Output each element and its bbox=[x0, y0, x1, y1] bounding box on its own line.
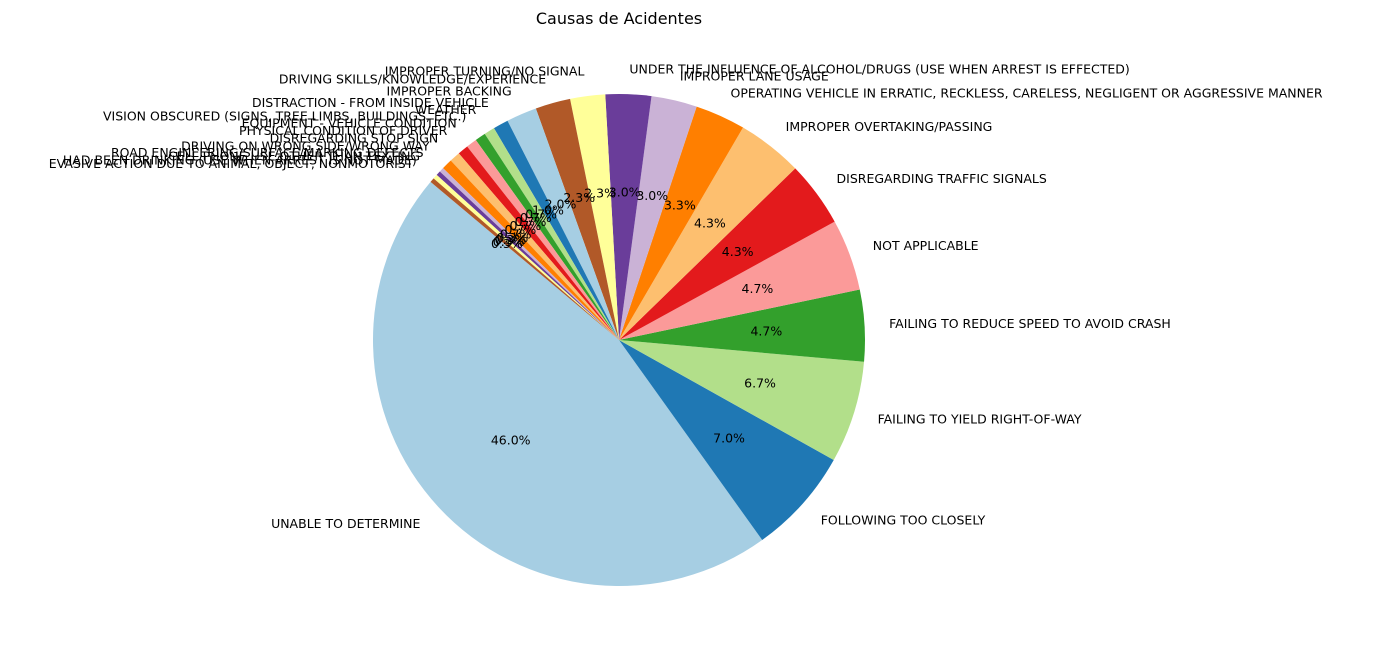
pie-slice bbox=[507, 108, 619, 340]
slice-percent-label: 0.3% bbox=[491, 236, 523, 251]
pie-slice bbox=[619, 340, 834, 541]
slice-label: NOT APPLICABLE bbox=[873, 238, 979, 253]
pie-slice bbox=[439, 168, 619, 340]
slice-label: FAILING TO REDUCE SPEED TO AVOID CRASH bbox=[889, 316, 1171, 331]
slice-percent-label: 0.7% bbox=[520, 210, 552, 225]
slice-percent-label: 0.3% bbox=[493, 234, 525, 249]
slice-percent-label: 3.3% bbox=[664, 198, 696, 213]
slice-percent-label: 1.0% bbox=[532, 203, 564, 218]
slice-label: HAD BEEN DRINKING (USE WHEN ARREST IS NO… bbox=[63, 152, 417, 167]
pie-slice bbox=[484, 128, 619, 340]
slice-percent-label: 0.7% bbox=[515, 214, 547, 229]
slice-label: DISREGARDING TRAFFIC SIGNALS bbox=[837, 171, 1047, 186]
slice-label: UNABLE TO DETERMINE bbox=[271, 516, 420, 531]
pie-slice bbox=[619, 289, 865, 362]
pie-slice bbox=[619, 96, 697, 340]
slice-percent-label: 0.7% bbox=[500, 227, 532, 242]
slice-percent-label: 2.3% bbox=[584, 186, 616, 201]
slice-percent-label: 46.0% bbox=[491, 432, 531, 447]
slice-label: EVASIVE ACTION DUE TO ANIMAL, OBJECT, NO… bbox=[49, 156, 414, 171]
slice-label: PHYSICAL CONDITION OF DRIVER bbox=[239, 123, 448, 138]
slice-percent-label: 7.0% bbox=[713, 430, 745, 445]
chart-title: Causas de Acidentes bbox=[536, 9, 702, 28]
slice-labels: UNABLE TO DETERMINE FOLLOWING TOO CLOSELY… bbox=[49, 62, 1323, 531]
slice-label: CELL PHONE USE OTHER THAN TEXTING bbox=[168, 148, 420, 163]
slice-label: IMPROPER BACKING bbox=[387, 84, 512, 99]
slice-label: FAILING TO YIELD RIGHT-OF-WAY bbox=[878, 412, 1082, 427]
pie-slice bbox=[458, 146, 619, 340]
slice-label: DISREGARDING STOP SIGN bbox=[270, 131, 439, 146]
slice-percent-label: 2.3% bbox=[563, 190, 595, 205]
slice-label: IMPROPER TURNING/NO SIGNAL bbox=[385, 64, 585, 79]
slice-percent-label: 4.3% bbox=[694, 216, 726, 231]
slice-label: WEATHER bbox=[415, 102, 477, 117]
pie-slice bbox=[467, 139, 619, 340]
slice-percent-label: 4.3% bbox=[722, 244, 754, 259]
slice-percent-label: 6.7% bbox=[744, 375, 776, 390]
pie-slice bbox=[442, 160, 619, 340]
slice-label: OPERATING VEHICLE IN ERRATIC, RECKLESS, … bbox=[731, 85, 1323, 100]
slice-percent-label: 0.7% bbox=[505, 222, 537, 237]
slice-label: IMPROPER OVERTAKING/PASSING bbox=[786, 119, 993, 134]
slice-label: UNDER THE INFLUENCE OF ALCOHOL/DRUGS (US… bbox=[629, 62, 1129, 77]
slice-label: EQUIPMENT - VEHICLE CONDITION bbox=[242, 115, 457, 130]
slice-percent-label: 3.0% bbox=[636, 188, 668, 203]
pie-slice bbox=[619, 106, 744, 340]
slice-label: FOLLOWING TOO CLOSELY bbox=[821, 512, 986, 527]
slice-percent-label: 2.0% bbox=[545, 196, 577, 211]
slice-percent-label: 3.0% bbox=[609, 185, 641, 200]
slice-percent-label: 4.7% bbox=[742, 281, 774, 296]
slice-label: DRIVING SKILLS/KNOWLEDGE/EXPERIENCE bbox=[279, 71, 546, 86]
pie-slice bbox=[535, 98, 619, 340]
slice-percent-labels: 46.0% 7.0%6.7%4.7%4.7%4.3%4.3%3.3%3.0%3.0… bbox=[491, 185, 782, 448]
pie-slice bbox=[493, 120, 619, 340]
slice-label: VISION OBSCURED (SIGNS, TREE LIMBS, BUIL… bbox=[103, 109, 466, 124]
slice-label: DISTRACTION - FROM INSIDE VEHICLE bbox=[252, 95, 489, 110]
slice-percent-label: 0.3% bbox=[497, 230, 529, 245]
pie-slice bbox=[436, 171, 619, 340]
slice-percent-label: 0.3% bbox=[495, 232, 527, 247]
slice-percent-label: 4.7% bbox=[750, 323, 782, 338]
pie-slice bbox=[430, 178, 619, 340]
pie-slice bbox=[570, 94, 619, 340]
slice-percent-label: 0.7% bbox=[509, 218, 541, 233]
pie-slice bbox=[619, 340, 865, 461]
pie-slice bbox=[619, 221, 860, 340]
slice-label: DRIVING ON WRONG SIDE/WRONG WAY bbox=[181, 139, 430, 154]
pie-slice bbox=[605, 93, 652, 340]
pie-slice bbox=[619, 168, 835, 340]
pie-slice bbox=[619, 127, 796, 340]
slice-label: IMPROPER LANE USAGE bbox=[680, 68, 829, 83]
pie-slice bbox=[450, 153, 619, 340]
slice-label: ROAD ENGINEERING/SURFACE/MARKING DEFECTS bbox=[111, 145, 424, 160]
slice-percent-label: 0.7% bbox=[525, 207, 557, 222]
pie-slice bbox=[373, 181, 763, 586]
pie-slice bbox=[433, 174, 619, 340]
pie-slice bbox=[475, 133, 619, 340]
pie-slices bbox=[373, 93, 865, 586]
